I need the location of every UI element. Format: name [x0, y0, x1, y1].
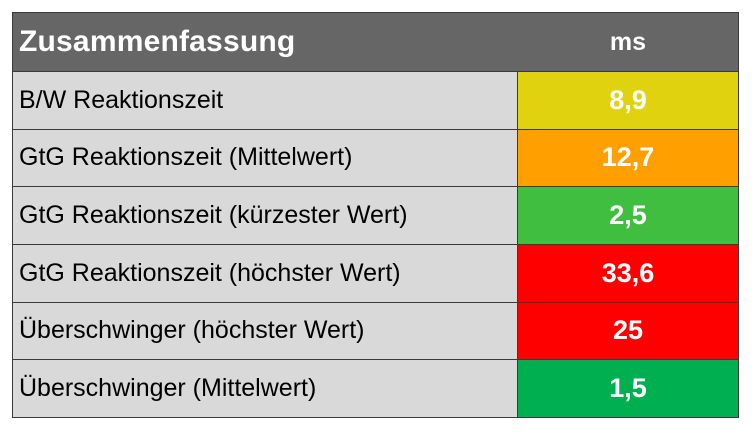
- header-title: Zusammenfassung: [13, 13, 518, 71]
- row-value-overshoot-mean: 1,5: [518, 359, 738, 417]
- header-unit: ms: [518, 13, 738, 71]
- row-value-gtg-max: 33,6: [518, 244, 738, 302]
- row-value-overshoot-max: 25: [518, 301, 738, 360]
- summary-table: Zusammenfassung ms B/W Reaktionszeit 8,9…: [12, 12, 739, 418]
- row-value-gtg-min: 2,5: [518, 186, 738, 244]
- row-label-bw-reaction: B/W Reaktionszeit: [13, 71, 518, 129]
- row-label-overshoot-mean: Überschwinger (Mittelwert): [13, 359, 518, 417]
- row-label-gtg-min: GtG Reaktionszeit (kürzester Wert): [13, 186, 518, 244]
- row-label-overshoot-max: Überschwinger (höchster Wert): [13, 301, 518, 360]
- row-value-bw-reaction: 8,9: [518, 71, 738, 129]
- row-label-gtg-max: GtG Reaktionszeit (höchster Wert): [13, 244, 518, 302]
- row-value-gtg-mean: 12,7: [518, 128, 738, 187]
- row-label-gtg-mean: GtG Reaktionszeit (Mittelwert): [13, 128, 518, 187]
